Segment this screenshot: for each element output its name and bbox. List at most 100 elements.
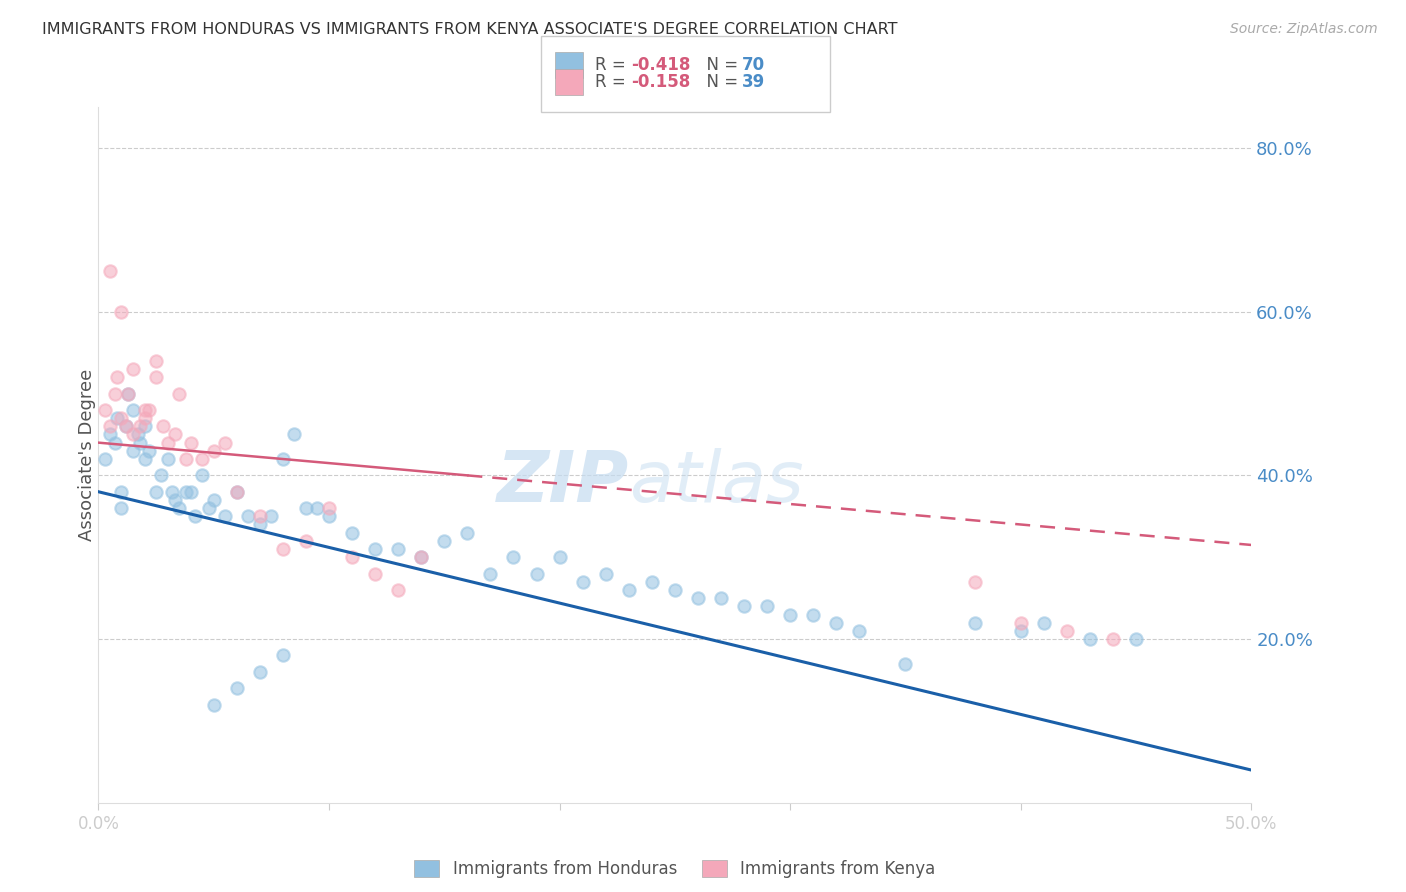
Point	[152, 419, 174, 434]
Point	[295, 501, 318, 516]
Point	[202, 443, 225, 458]
Text: 70: 70	[742, 56, 765, 74]
Text: -0.418: -0.418	[631, 56, 690, 74]
Point	[105, 411, 128, 425]
Text: N =: N =	[696, 73, 744, 91]
Text: 39: 39	[742, 73, 766, 91]
Point	[98, 264, 121, 278]
Y-axis label: Associate's Degree: Associate's Degree	[79, 368, 96, 541]
Point	[710, 591, 733, 606]
Point	[122, 403, 145, 417]
Point	[94, 403, 117, 417]
Point	[122, 427, 145, 442]
Point	[110, 304, 132, 318]
Point	[271, 452, 294, 467]
Point	[163, 427, 186, 442]
Point	[184, 509, 207, 524]
Text: atlas: atlas	[628, 449, 803, 517]
Point	[456, 525, 478, 540]
Point	[364, 542, 387, 557]
Point	[411, 550, 433, 565]
Point	[122, 443, 145, 458]
Point	[411, 550, 433, 565]
Point	[295, 533, 318, 548]
Point	[664, 582, 686, 597]
Point	[307, 501, 329, 516]
Point	[129, 419, 152, 434]
Point	[149, 468, 172, 483]
Point	[122, 362, 145, 376]
Point	[1010, 624, 1032, 638]
Point	[686, 591, 709, 606]
Point	[387, 542, 409, 557]
Point	[548, 550, 571, 565]
Text: Source: ZipAtlas.com: Source: ZipAtlas.com	[1230, 22, 1378, 37]
Point	[134, 411, 156, 425]
Point	[156, 452, 179, 467]
Point	[191, 452, 214, 467]
Point	[848, 624, 870, 638]
Point	[180, 435, 202, 450]
Point	[825, 615, 848, 630]
Point	[801, 607, 824, 622]
Point	[1032, 615, 1054, 630]
Point	[249, 509, 271, 524]
Point	[134, 419, 156, 434]
Point	[202, 492, 225, 507]
Point	[963, 615, 986, 630]
Point	[249, 665, 271, 679]
Point	[191, 468, 214, 483]
Point	[214, 509, 236, 524]
Point	[94, 452, 117, 467]
Point	[180, 484, 202, 499]
Legend: Immigrants from Honduras, Immigrants from Kenya: Immigrants from Honduras, Immigrants fro…	[408, 854, 942, 885]
Point	[167, 501, 190, 516]
Point	[103, 435, 125, 450]
Point	[756, 599, 779, 614]
Point	[779, 607, 801, 622]
Point	[733, 599, 755, 614]
Point	[115, 419, 138, 434]
Point	[225, 484, 247, 499]
Point	[98, 427, 121, 442]
Point	[1010, 615, 1032, 630]
Point	[225, 484, 247, 499]
Point	[1078, 632, 1101, 646]
Point	[526, 566, 548, 581]
Point	[1056, 624, 1078, 638]
Point	[129, 435, 152, 450]
Text: R =: R =	[595, 56, 631, 74]
Point	[271, 648, 294, 663]
Point	[117, 386, 139, 401]
Point	[103, 386, 125, 401]
Point	[115, 419, 138, 434]
Point	[238, 509, 260, 524]
Point	[105, 370, 128, 384]
Point	[145, 370, 167, 384]
Point	[160, 484, 183, 499]
Point	[894, 657, 917, 671]
Point	[134, 403, 156, 417]
Point	[145, 484, 167, 499]
Point	[1125, 632, 1147, 646]
Point	[249, 517, 271, 532]
Point	[433, 533, 456, 548]
Point	[387, 582, 409, 597]
Point	[138, 403, 160, 417]
Point	[138, 443, 160, 458]
Point	[963, 574, 986, 589]
Point	[318, 509, 340, 524]
Point	[340, 550, 363, 565]
Point	[641, 574, 664, 589]
Point	[225, 681, 247, 696]
Point	[260, 509, 283, 524]
Point	[117, 386, 139, 401]
Point	[174, 484, 197, 499]
Point	[340, 525, 363, 540]
Text: IMMIGRANTS FROM HONDURAS VS IMMIGRANTS FROM KENYA ASSOCIATE'S DEGREE CORRELATION: IMMIGRANTS FROM HONDURAS VS IMMIGRANTS F…	[42, 22, 897, 37]
Text: R =: R =	[595, 73, 631, 91]
Point	[156, 435, 179, 450]
Point	[502, 550, 524, 565]
Point	[127, 427, 149, 442]
Point	[134, 452, 156, 467]
